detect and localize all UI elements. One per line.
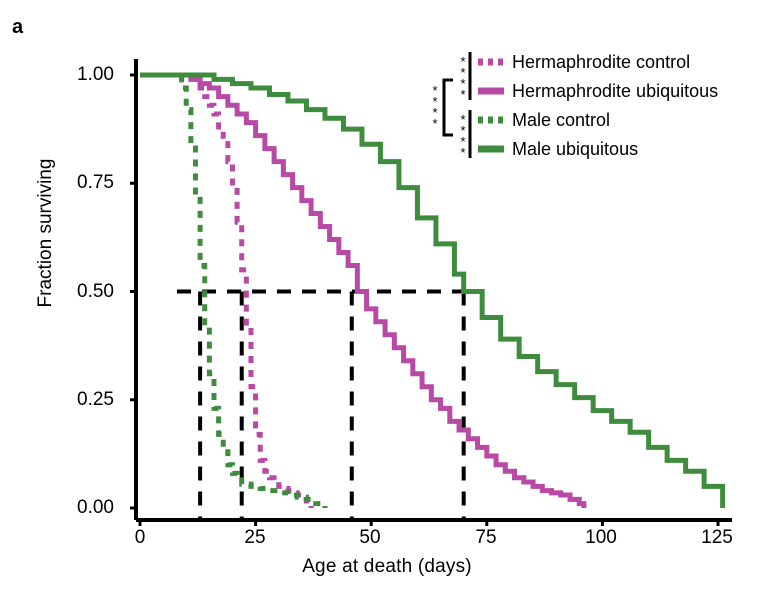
series-line-1 <box>140 72 587 508</box>
panel-label: a <box>12 16 24 38</box>
legend-label-male-control: Male control <box>512 110 611 130</box>
ytick-100: 1.00 <box>77 64 114 85</box>
xtick-25: 25 <box>244 527 266 548</box>
ytick-075: 0.75 <box>77 172 114 193</box>
ytick-050: 0.50 <box>77 281 114 302</box>
series-line-2 <box>140 72 328 508</box>
xtick-0: 0 <box>134 527 146 548</box>
legend-label-hermaphrodite-ubiquitous: Hermaphrodite ubiquitous <box>512 81 719 101</box>
series-line-3 <box>140 72 726 508</box>
legend-label-male-ubiquitous: Male ubiquitous <box>512 139 639 159</box>
significance-stars-hermaphrodite: * * * * <box>460 54 466 102</box>
xtick-100: 100 <box>585 527 617 548</box>
xtick-50: 50 <box>359 527 381 548</box>
legend-label-hermaphrodite-control: Hermaphrodite control <box>512 52 691 72</box>
series-line-0 <box>140 72 314 508</box>
y-axis-title: Fraction surviving <box>35 158 56 308</box>
xtick-75: 75 <box>475 527 497 548</box>
xtick-125: 125 <box>701 527 733 548</box>
ytick-025: 0.25 <box>77 389 114 410</box>
x-axis-title: Age at death (days) <box>302 556 472 577</box>
significance-bracket-outer <box>442 78 453 137</box>
ytick-000: 0.00 <box>77 497 114 518</box>
significance-stars-outer: * * * * <box>432 83 438 131</box>
significance-stars-male: * * * * <box>460 112 466 160</box>
